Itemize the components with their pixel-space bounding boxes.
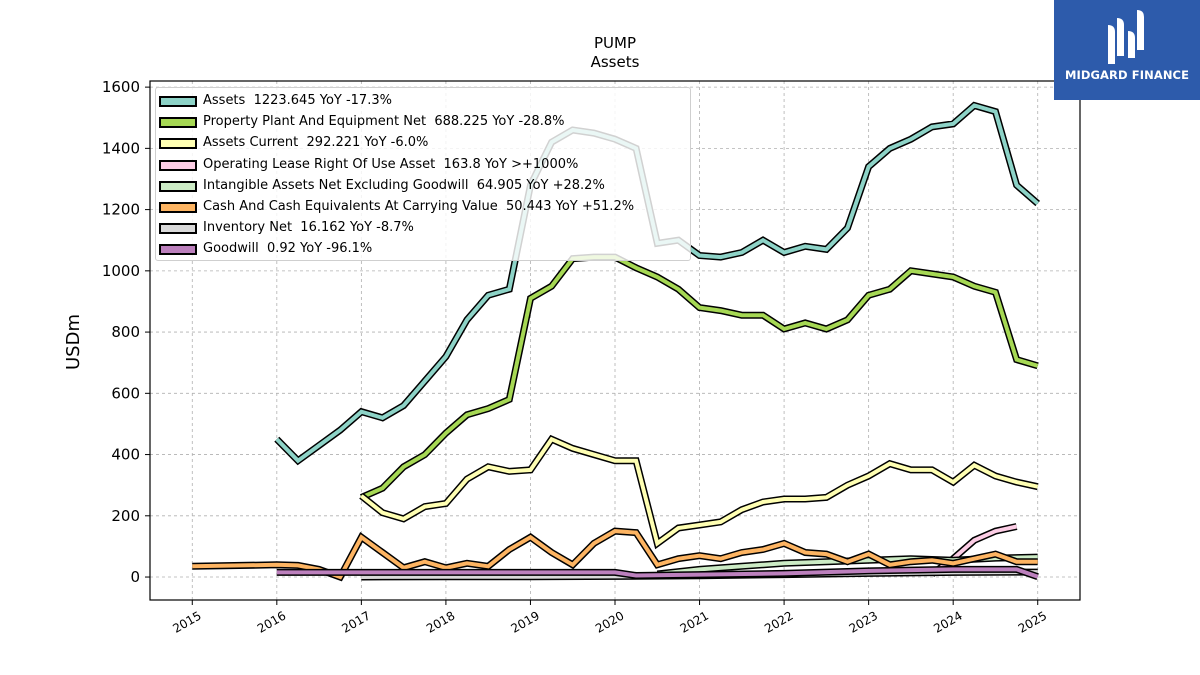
series-2 (359, 434, 1039, 550)
legend-swatch (159, 223, 197, 235)
legend-item: Goodwill 0.92 YoY -96.1% (156, 240, 686, 261)
legend-item: Intangible Assets Net Excluding Goodwill… (156, 177, 686, 198)
chart-subtitle: Assets (591, 53, 640, 71)
series-5 (192, 527, 1038, 582)
brand-name: MIDGARD FINANCE (1064, 68, 1190, 82)
y-tick-label: 600 (111, 384, 140, 402)
legend-item: Inventory Net 16.162 YoY -8.7% (156, 219, 686, 240)
x-tick-label: 2017 (339, 608, 372, 635)
x-tick-label: 2021 (678, 608, 711, 635)
series-line (360, 255, 1039, 500)
legend-label: Operating Lease Right Of Use Asset 163.8… (203, 156, 579, 172)
x-axis-ticks: 2015 2016 2017 2018 2019 2020 2021 2022 2023 2024… (170, 600, 1049, 636)
legend-label: Property Plant And Equipment Net 688.225… (203, 114, 565, 130)
legend-item: Operating Lease Right Of Use Asset 163.8… (156, 156, 686, 177)
y-tick-label: 0 (130, 568, 140, 586)
legend-label: Inventory Net 16.162 YoY -8.7% (203, 220, 414, 236)
series-line (192, 529, 1038, 580)
legend-swatch (159, 96, 197, 107)
legend-item: Property Plant And Equipment Net 688.225… (156, 113, 686, 134)
legend-item: Cash And Cash Equivalents At Carrying Va… (156, 198, 686, 219)
legend-swatch (159, 202, 197, 213)
x-tick-label: 2015 (170, 608, 203, 635)
y-axis-ticks: 0 200 400 600 800 1000 1200 1400 1600 (102, 78, 150, 586)
y-tick-label: 1200 (102, 201, 140, 219)
legend-item: Assets Current 292.221 YoY -6.0% (156, 134, 686, 155)
y-tick-label: 1600 (102, 78, 140, 96)
x-tick-label: 2025 (1016, 608, 1049, 635)
legend-label: Cash And Cash Equivalents At Carrying Va… (203, 199, 635, 214)
y-tick-label: 400 (111, 446, 140, 464)
legend-label: Assets 1223.645 YoY -17.3% (203, 93, 392, 108)
legend-swatch (159, 180, 197, 192)
legend-swatch (159, 244, 197, 256)
x-tick-label: 2022 (762, 608, 795, 635)
y-tick-label: 1000 (102, 262, 140, 280)
y-axis-label: USDm (63, 314, 84, 370)
series-1 (360, 253, 1039, 501)
y-tick-label: 200 (111, 507, 140, 525)
x-tick-label: 2024 (931, 608, 964, 635)
legend-swatch (159, 117, 197, 129)
series-7 (276, 565, 1039, 581)
legend: Assets 1223.645 YoY -17.3% Property Plant… (155, 87, 691, 261)
x-tick-label: 2020 (593, 608, 626, 635)
legend-item: Assets 1223.645 YoY -17.3% (156, 92, 686, 113)
chart-title: PUMP (594, 34, 636, 52)
legend-label: Goodwill 0.92 YoY -96.1% (203, 241, 373, 257)
legend-label: Assets Current 292.221 YoY -6.0% (203, 135, 429, 151)
x-tick-label: 2019 (509, 608, 542, 635)
series-group (192, 101, 1041, 582)
y-tick-label: 800 (111, 323, 140, 341)
legend-swatch (159, 159, 197, 171)
legend-swatch (159, 138, 197, 150)
series-line (276, 567, 1039, 579)
x-tick-label: 2023 (847, 608, 880, 635)
y-tick-label: 1400 (102, 139, 140, 157)
legend-label: Intangible Assets Net Excluding Goodwill… (203, 177, 605, 193)
series-line (360, 436, 1039, 547)
x-tick-label: 2018 (424, 608, 457, 635)
midgard-logo-icon (1108, 10, 1144, 64)
brand-logo: MIDGARD FINANCE (1054, 0, 1200, 100)
x-tick-label: 2016 (255, 608, 288, 635)
